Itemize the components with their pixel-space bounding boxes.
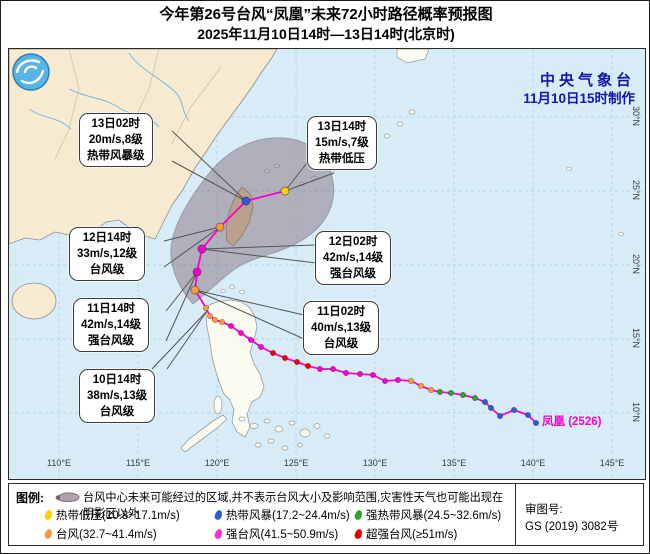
lon-label-115e: 115°E (126, 458, 150, 468)
lon-label-110e: 110°E (47, 458, 71, 468)
legend-item-sts: 强热带风暴(24.5~32.6m/s) (353, 507, 501, 523)
callout-11d02h: 11日02时 40m/s,13级 台风级 (303, 301, 380, 355)
lon-label-130e: 130°E (362, 458, 388, 468)
callout-category: 热带风暴级 (87, 150, 145, 162)
callout-time: 12日14时 (82, 232, 132, 244)
callout-time: 13日02时 (91, 118, 141, 130)
lat-label-15n: 15°N (631, 327, 641, 349)
agency-name: 中央气象台 (539, 72, 635, 89)
callout-10d14h: 10日14时 38m/s,13级 台风级 (79, 369, 156, 423)
callout-wind: 15m/s,7级 (315, 137, 369, 149)
map-svg (9, 49, 645, 479)
td-swatch-icon (43, 509, 54, 521)
ts-swatch-icon (213, 509, 224, 521)
small-islands (213, 49, 624, 451)
callout-category: 台风级 (99, 406, 135, 418)
lon-label-125e: 125°E (283, 458, 309, 468)
legend-item-sty: 强台风(41.5~50.9m/s) (213, 526, 338, 542)
callout-13d02h: 13日02时 20m/s,8级 热带风暴级 (79, 113, 153, 167)
lat-label-30n: 30°N (631, 105, 641, 127)
callout-12d14h: 12日14时 33m/s,12级 台风级 (69, 227, 146, 281)
callout-category: 台风级 (89, 264, 125, 276)
lon-label-135e: 135°E (441, 458, 467, 468)
luzon-island (205, 299, 265, 438)
map-approval-number: 审图号: GS (2019) 3082号 (525, 502, 640, 536)
issuing-agency: 中央气象台 11月10日15时制作 (523, 71, 635, 108)
callout-time: 11日14时 (87, 303, 136, 315)
cone-legend-icon (55, 492, 80, 503)
lon-label-145e: 145°E (599, 458, 625, 468)
ty-swatch-icon (43, 528, 54, 540)
leader-lines (151, 130, 335, 370)
page-title: 今年第26号台风“凤凰”未来72小时路径概率预报图 (159, 6, 493, 23)
approval-label: 审图号: (525, 504, 563, 516)
callout-time: 12日02时 (328, 236, 378, 248)
callout-category: 台风级 (323, 338, 359, 350)
callout-12d02h: 12日02时 42m/s,14级 强台风级 (315, 231, 392, 285)
super-ty-swatch-icon (353, 528, 364, 540)
lat-label-10n: 10°N (631, 401, 641, 423)
callout-wind: 38m/s,13级 (87, 390, 148, 402)
agency-issue-time: 11月10日15时制作 (523, 91, 635, 106)
legend-item-super-ty: 超强台风(≥51m/s) (353, 526, 457, 542)
callout-wind: 20m/s,8级 (88, 134, 143, 146)
callout-category: 热带低压 (318, 153, 365, 165)
callout-category: 强台风级 (330, 268, 377, 280)
page-subtitle: 2025年11月10日14时—13日14时(北京时) (197, 26, 455, 42)
callout-11d14h: 11日14时 42m/s,14级 强台风级 (73, 298, 150, 352)
sts-swatch-icon (353, 509, 364, 521)
callout-time: 13日14时 (317, 121, 367, 133)
callout-wind: 40m/s,13级 (311, 322, 372, 334)
palawan-island (180, 414, 228, 453)
sty-swatch-icon (213, 528, 224, 540)
callout-13d14h: 13日14时 15m/s,7级 热带低压 (307, 116, 377, 170)
callout-time: 10日14时 (92, 374, 142, 386)
cma-logo (12, 53, 50, 91)
callout-wind: 42m/s,14级 (323, 252, 384, 264)
legend-panel: 图例: 台风中心未来可能经过的区域,并不表示台风大小及影响范围,灾害性天气也可能… (8, 483, 644, 546)
lat-label-25n: 25°N (631, 179, 641, 201)
legend-cone-note: 台风中心未来可能经过的区域,并不表示台风大小及影响范围,灾害性天气也可能出现在阴… (83, 492, 504, 520)
legend-divider (515, 484, 516, 545)
lon-label-120e: 120°E (204, 458, 230, 468)
storm-name-label: 凤凰 (2526) (542, 416, 602, 428)
lon-label-140e: 140°E (520, 458, 546, 468)
legend-title: 图例: (16, 491, 44, 505)
callout-wind: 42m/s,14级 (81, 319, 142, 331)
approval-number: GS (2019) 3082号 (525, 521, 619, 533)
callout-wind: 33m/s,12级 (77, 248, 138, 260)
hainan-island (11, 282, 57, 320)
legend-item-ts: 热带风暴(17.2~24.4m/s) (213, 507, 350, 523)
lat-label-20n: 20°N (631, 253, 641, 275)
title-block: 今年第26号台风“凤凰”未来72小时路径概率预报图 2025年11月10日14时… (1, 5, 649, 44)
legend-item-ty: 台风(32.7~41.4m/s) (43, 526, 157, 542)
legend-item-td: 热带低压(10.8~17.1m/s) (43, 507, 180, 523)
typhoon-track (190, 186, 539, 426)
callout-category: 强台风级 (88, 335, 135, 347)
callout-time: 11日02时 (317, 306, 366, 318)
